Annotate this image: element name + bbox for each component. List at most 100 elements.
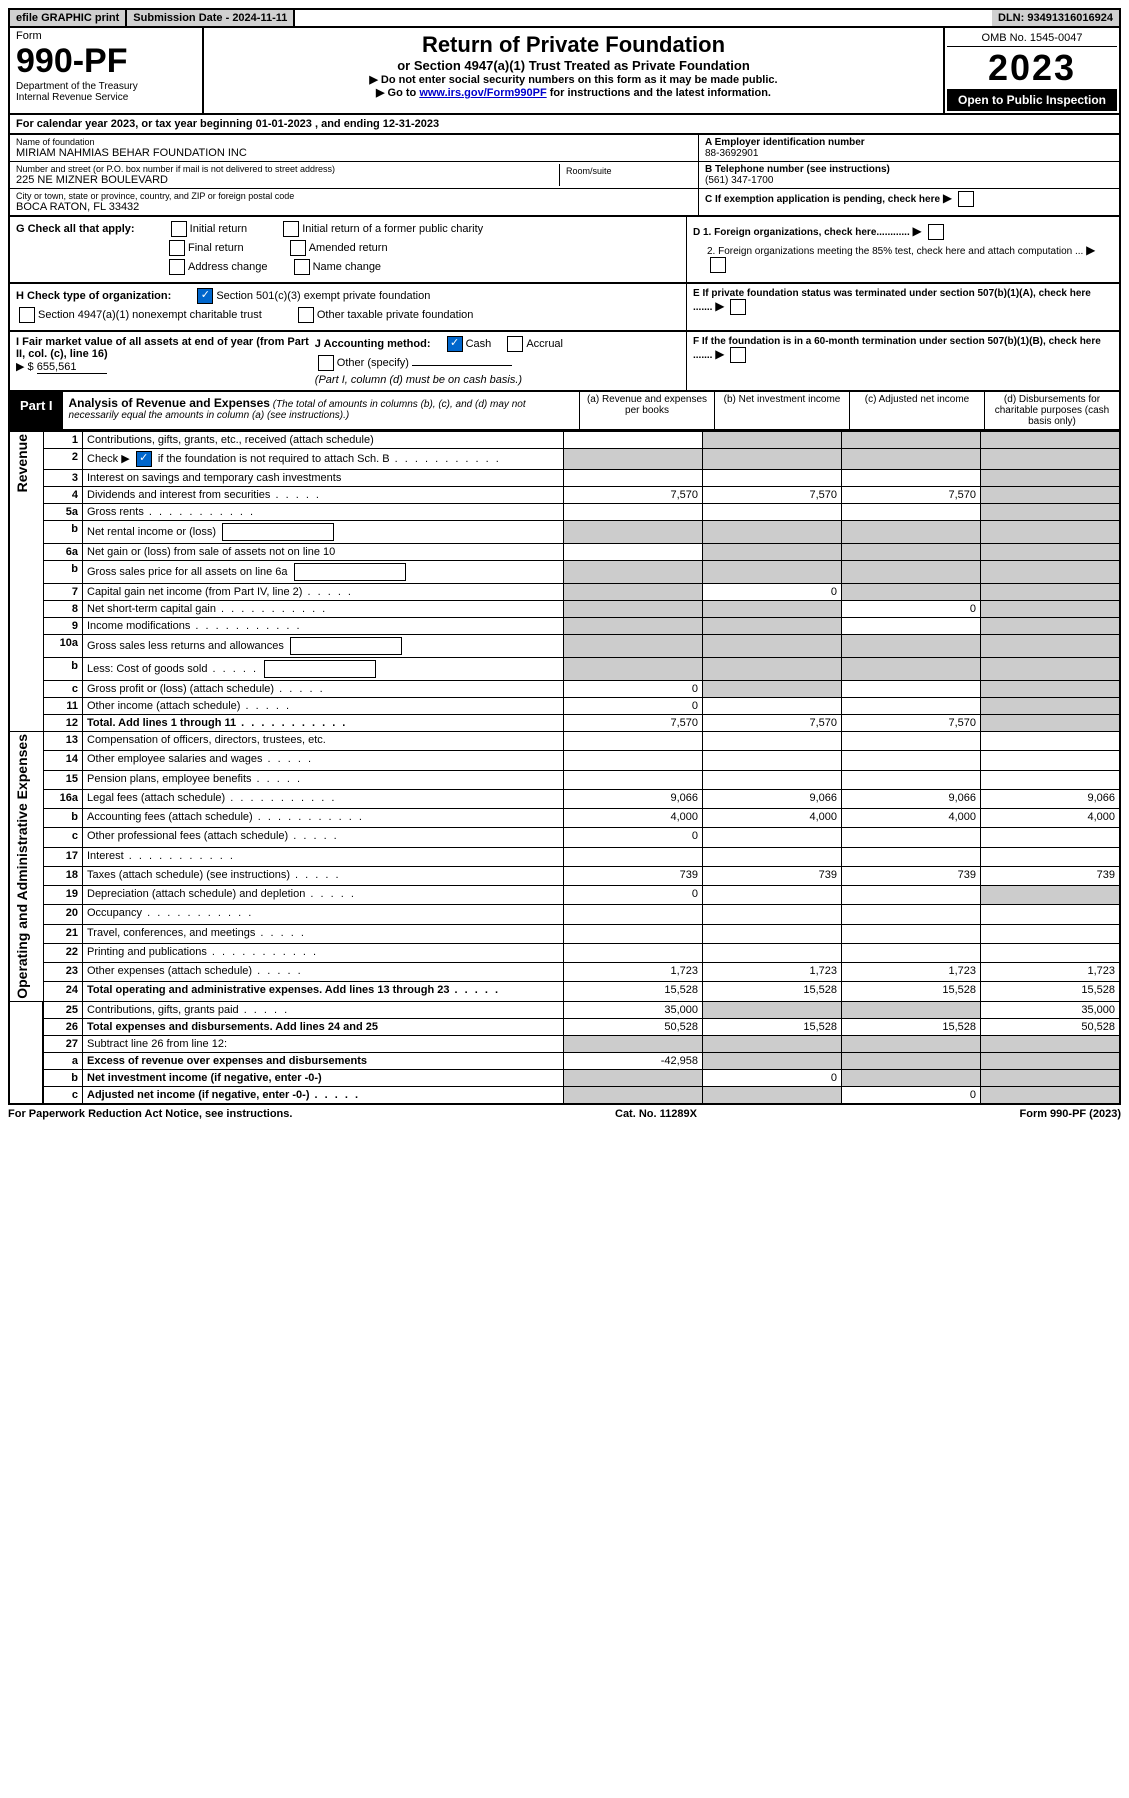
inline-field[interactable] bbox=[290, 637, 402, 655]
line-num: 13 bbox=[43, 732, 83, 751]
other-method-checkbox[interactable] bbox=[318, 355, 334, 371]
val-a: 0 bbox=[564, 828, 703, 847]
val-d: 9,066 bbox=[981, 789, 1121, 808]
line-desc: Adjusted net income (if negative, enter … bbox=[83, 1086, 564, 1104]
501c3-checkbox[interactable] bbox=[197, 288, 213, 304]
instr-post: for instructions and the latest informat… bbox=[547, 87, 771, 99]
4947-checkbox[interactable] bbox=[19, 307, 35, 323]
initial-former-label: Initial return of a former public charit… bbox=[302, 223, 483, 235]
val-c: 1,723 bbox=[842, 963, 981, 982]
line-num: 2 bbox=[43, 449, 83, 470]
arrow-icon: ▶ bbox=[943, 191, 952, 205]
line-desc: Depreciation (attach schedule) and deple… bbox=[83, 886, 564, 905]
initial-return-checkbox[interactable] bbox=[171, 221, 187, 237]
line-num: 10a bbox=[43, 635, 83, 658]
line-desc: Total expenses and disbursements. Add li… bbox=[83, 1018, 564, 1035]
line-desc: Other professional fees (attach schedule… bbox=[83, 828, 564, 847]
other-taxable-label: Other taxable private foundation bbox=[317, 309, 474, 321]
address-change-checkbox[interactable] bbox=[169, 259, 185, 275]
expenses-side-label: Operating and Administrative Expenses bbox=[14, 734, 30, 999]
amended-checkbox[interactable] bbox=[290, 240, 306, 256]
line-desc: Less: Cost of goods sold bbox=[83, 658, 564, 681]
val-b bbox=[703, 432, 842, 449]
final-return-label: Final return bbox=[188, 242, 244, 254]
final-return-checkbox[interactable] bbox=[169, 240, 185, 256]
line-desc: Other employee salaries and wages bbox=[83, 751, 564, 770]
val-c: 7,570 bbox=[842, 487, 981, 504]
line-desc: Net gain or (loss) from sale of assets n… bbox=[83, 544, 564, 561]
val-d: 739 bbox=[981, 866, 1121, 885]
amended-label: Amended return bbox=[309, 242, 388, 254]
line-num: 4 bbox=[43, 487, 83, 504]
line-num: 19 bbox=[43, 886, 83, 905]
part1-header: Part I Analysis of Revenue and Expenses … bbox=[8, 392, 1121, 431]
val-a: 739 bbox=[564, 866, 703, 885]
j-label: J Accounting method: bbox=[315, 338, 431, 350]
top-bar: efile GRAPHIC print Submission Date - 20… bbox=[8, 8, 1121, 28]
form-number: 990-PF bbox=[16, 42, 196, 81]
val-a: 50,528 bbox=[564, 1018, 703, 1035]
irs-link[interactable]: www.irs.gov/Form990PF bbox=[419, 87, 546, 99]
val-c: 0 bbox=[842, 601, 981, 618]
col-a-header: (a) Revenue and expenses per books bbox=[579, 392, 714, 429]
d1-label: D 1. Foreign organizations, check here..… bbox=[693, 227, 910, 238]
instr-pre: ▶ Go to bbox=[376, 87, 419, 99]
col-c-header: (c) Adjusted net income bbox=[849, 392, 984, 429]
val-c bbox=[842, 432, 981, 449]
name-change-checkbox[interactable] bbox=[294, 259, 310, 275]
val-b: 0 bbox=[703, 584, 842, 601]
line-num: b bbox=[43, 809, 83, 828]
line-num: 5a bbox=[43, 504, 83, 521]
ein-label: A Employer identification number bbox=[705, 137, 1113, 148]
d1-checkbox[interactable] bbox=[928, 224, 944, 240]
val-b: 15,528 bbox=[703, 982, 842, 1001]
other-specify-field[interactable] bbox=[412, 365, 512, 366]
i-label: I Fair market value of all assets at end… bbox=[16, 336, 309, 360]
e-checkbox[interactable] bbox=[730, 299, 746, 315]
other-taxable-checkbox[interactable] bbox=[298, 307, 314, 323]
efile-print-button[interactable]: efile GRAPHIC print bbox=[10, 10, 127, 26]
val-d: 35,000 bbox=[981, 1001, 1121, 1018]
phone-label: B Telephone number (see instructions) bbox=[705, 164, 1113, 175]
dln-label: DLN: 93491316016924 bbox=[992, 10, 1119, 26]
initial-return-label: Initial return bbox=[190, 223, 247, 235]
street-label: Number and street (or P.O. box number if… bbox=[16, 164, 559, 174]
arrow-icon: ▶ bbox=[1086, 243, 1095, 257]
schb-checkbox[interactable] bbox=[136, 451, 152, 467]
line-desc: Compensation of officers, directors, tru… bbox=[83, 732, 564, 751]
line-num: 24 bbox=[43, 982, 83, 1001]
d2-checkbox[interactable] bbox=[710, 257, 726, 273]
line-num: 8 bbox=[43, 601, 83, 618]
inline-field[interactable] bbox=[222, 523, 334, 541]
val-a: 1,723 bbox=[564, 963, 703, 982]
check-section-he: H Check type of organization: Section 50… bbox=[8, 284, 1121, 332]
city-value: BOCA RATON, FL 33432 bbox=[16, 201, 692, 213]
line-num: 22 bbox=[43, 943, 83, 962]
line-desc: Gross rents bbox=[83, 504, 564, 521]
footer-left: For Paperwork Reduction Act Notice, see … bbox=[8, 1108, 292, 1120]
line-desc: Total operating and administrative expen… bbox=[83, 982, 564, 1001]
accrual-label: Accrual bbox=[526, 338, 563, 350]
line-desc: Printing and publications bbox=[83, 943, 564, 962]
inline-field[interactable] bbox=[264, 660, 376, 678]
line-desc: Legal fees (attach schedule) bbox=[83, 789, 564, 808]
line-num: 18 bbox=[43, 866, 83, 885]
fmv-value: 655,561 bbox=[37, 361, 107, 374]
part1-title: Analysis of Revenue and Expenses bbox=[69, 396, 270, 410]
inline-field[interactable] bbox=[294, 563, 406, 581]
line-desc: Travel, conferences, and meetings bbox=[83, 924, 564, 943]
f-checkbox[interactable] bbox=[730, 347, 746, 363]
tax-year: 2023 bbox=[947, 47, 1117, 89]
calendar-year-row: For calendar year 2023, or tax year begi… bbox=[8, 115, 1121, 135]
check-section-gd: G Check all that apply: Initial return I… bbox=[8, 217, 1121, 284]
accrual-checkbox[interactable] bbox=[507, 336, 523, 352]
line-desc: Check ▶ if the foundation is not require… bbox=[83, 449, 564, 470]
val-b: 4,000 bbox=[703, 809, 842, 828]
footer: For Paperwork Reduction Act Notice, see … bbox=[8, 1105, 1121, 1120]
line-desc: Contributions, gifts, grants paid bbox=[83, 1001, 564, 1018]
exemption-checkbox[interactable] bbox=[958, 191, 974, 207]
val-c: 739 bbox=[842, 866, 981, 885]
initial-former-checkbox[interactable] bbox=[283, 221, 299, 237]
form-label: Form bbox=[16, 30, 196, 42]
cash-checkbox[interactable] bbox=[447, 336, 463, 352]
